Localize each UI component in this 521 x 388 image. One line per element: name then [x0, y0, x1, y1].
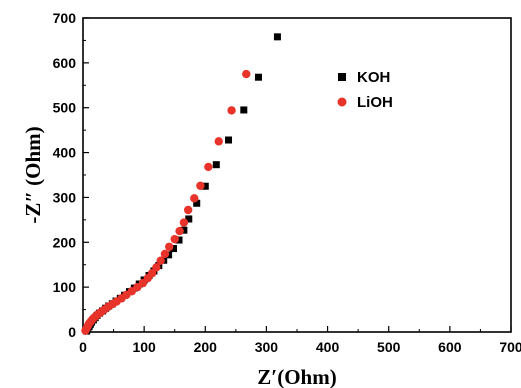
point-koh: [193, 199, 201, 207]
point-lioh: [147, 269, 157, 278]
point-lioh: [156, 256, 165, 265]
point-lioh: [190, 194, 199, 203]
y-tick-label: 300: [53, 189, 77, 205]
plot-frame: [82, 17, 512, 333]
x-axis-title: Z′(Ohm): [257, 365, 336, 388]
point-koh: [225, 136, 233, 144]
y-tick-label: 600: [53, 55, 77, 71]
point-koh: [240, 106, 248, 114]
ticks-layer: [82, 17, 512, 333]
x-tick-label: 300: [255, 339, 279, 355]
series-koh: [83, 33, 281, 335]
x-tick-label: 0: [79, 339, 87, 355]
point-lioh: [214, 137, 223, 146]
y-tick-label: 100: [53, 279, 77, 295]
x-tick-label: 100: [132, 339, 156, 355]
point-koh: [212, 161, 220, 169]
legend-label-lioh: LiOH: [357, 94, 393, 111]
point-koh: [169, 245, 177, 253]
point-koh: [185, 215, 193, 223]
point-koh: [273, 33, 281, 41]
y-tick-labels: 0 100 200 300 400 500 600 700: [53, 10, 77, 340]
point-lioh: [175, 226, 184, 236]
point-lioh: [160, 249, 170, 259]
legend-marker-koh: [338, 73, 346, 81]
x-tick-label: 400: [316, 339, 340, 355]
y-tick-label: 400: [53, 145, 77, 161]
point-lioh: [165, 242, 174, 251]
point-lioh: [152, 263, 161, 272]
y-tick-label: 200: [53, 234, 77, 250]
point-lioh: [196, 181, 205, 190]
point-koh: [201, 182, 209, 190]
legend: KOH LiOH: [337, 69, 393, 111]
point-lioh: [170, 234, 179, 244]
point-koh: [175, 236, 183, 244]
x-tick-label: 500: [377, 339, 401, 355]
x-tick-label: 600: [438, 339, 462, 355]
y-tick-label: 0: [68, 324, 76, 340]
point-lioh: [183, 205, 193, 215]
y-tick-label: 500: [53, 100, 77, 116]
legend-marker-lioh: [337, 97, 347, 107]
series-lioh: [81, 69, 251, 335]
point-koh: [180, 226, 188, 234]
y-tick-label: 700: [53, 10, 77, 26]
point-lioh: [227, 106, 236, 115]
y-axis-title: -Z″ (Ohm): [21, 126, 45, 223]
point-koh: [254, 73, 262, 81]
point-lioh: [204, 162, 213, 172]
point-lioh: [179, 218, 189, 227]
x-tick-labels: 0 100 200 300 400 500 600 700: [79, 339, 521, 355]
point-lioh: [242, 69, 251, 79]
series-layer: [81, 33, 281, 335]
x-tick-label: 200: [194, 339, 218, 355]
legend-label-koh: KOH: [357, 69, 390, 86]
x-tick-label: 700: [499, 339, 521, 355]
